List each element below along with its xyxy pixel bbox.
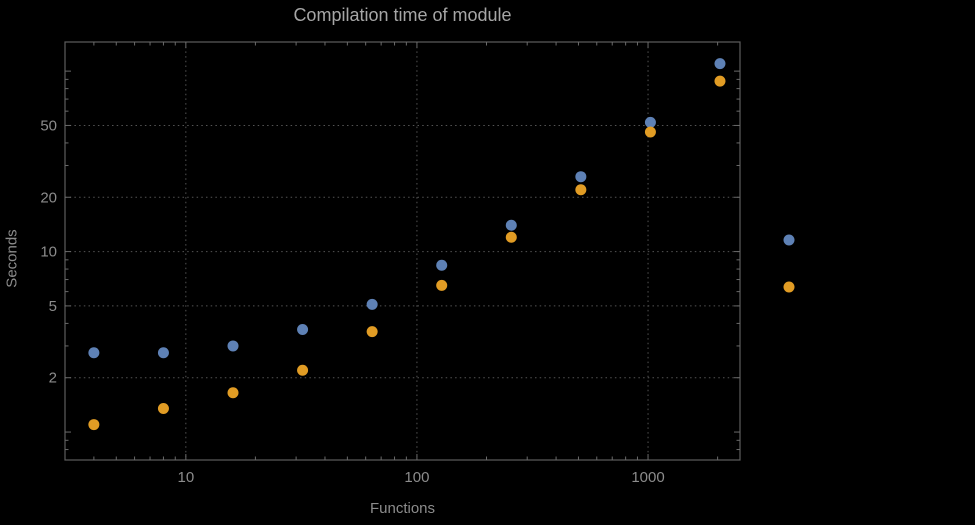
data-point-series-1 [227,340,239,352]
x-tick-label: 10 [177,469,194,486]
y-tick-label: 2 [49,370,57,387]
y-tick-label: 20 [40,189,57,206]
x-axis-label: Functions [369,500,436,517]
data-point-series-1 [366,298,378,310]
data-point-series-1 [575,171,587,183]
data-point-series-1 [714,58,726,70]
data-point-series-2 [644,126,656,138]
data-point-series-2 [436,279,448,291]
legend-marker-2 [783,281,795,293]
data-point-series-2 [227,387,239,399]
chart-title: Compilation time of module [293,5,512,25]
data-point-series-2 [88,419,100,431]
data-point-series-1 [436,259,448,271]
data-point-series-2 [297,364,309,376]
data-point-series-1 [88,347,100,359]
data-point-series-1 [157,347,169,359]
data-point-series-2 [714,75,726,87]
data-point-series-1 [297,324,309,336]
data-point-series-2 [575,184,587,196]
plot-frame [64,41,741,461]
x-tick-label: 100 [404,469,429,486]
y-tick-label: 5 [49,298,57,315]
data-point-series-2 [157,403,169,415]
y-tick-label: 50 [40,117,57,134]
y-tick-label: 10 [40,244,57,261]
data-point-series-1 [644,116,656,128]
x-tick-label: 1000 [631,469,664,486]
data-point-series-2 [505,231,517,243]
data-point-series-1 [505,219,517,231]
legend-marker-1 [783,234,795,246]
data-point-series-2 [366,326,378,338]
